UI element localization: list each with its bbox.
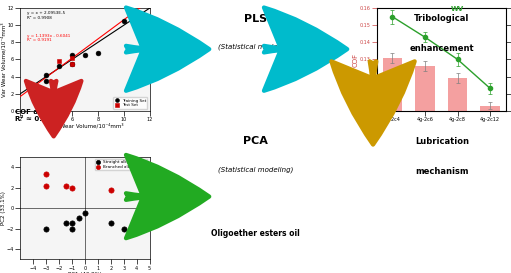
Straight alkyl chain	[68, 221, 76, 226]
Training Set	[42, 73, 51, 77]
Training Set	[120, 19, 128, 23]
Branched alkyl chain	[61, 183, 69, 188]
Straight alkyl chain	[81, 211, 89, 215]
Branched alkyl chain	[107, 188, 115, 192]
Straight alkyl chain	[75, 216, 83, 221]
Text: enhancement: enhancement	[410, 44, 474, 53]
Branched alkyl chain	[68, 185, 76, 190]
Straight alkyl chain	[61, 221, 69, 226]
Training Set	[132, 13, 141, 17]
Branched alkyl chain	[42, 172, 51, 176]
X-axis label: PC1 (43.2%): PC1 (43.2%)	[68, 272, 102, 273]
Text: Lubrication: Lubrication	[415, 136, 469, 146]
Y-axis label: PC2 (33.1%): PC2 (33.1%)	[1, 191, 6, 225]
Branched alkyl chain	[42, 183, 51, 188]
Bar	[415, 66, 435, 273]
Text: Oligoether esters oil: Oligoether esters oil	[211, 229, 300, 238]
Test Set	[55, 59, 63, 63]
Text: Tribological: Tribological	[414, 14, 470, 23]
Text: (Statistical modeling): (Statistical modeling)	[218, 44, 293, 50]
Straight alkyl chain	[120, 226, 128, 231]
Straight alkyl chain	[42, 226, 51, 231]
Training Set	[55, 64, 63, 69]
Training Set	[68, 61, 76, 66]
Y-axis label: Var Wear Volume/10⁻⁴mm³: Var Wear Volume/10⁻⁴mm³	[1, 22, 7, 97]
Text: (Statistical modeling): (Statistical modeling)	[218, 167, 293, 173]
Bar	[448, 78, 468, 273]
Test Set	[68, 61, 76, 66]
Text: y = x + 2.0953E-5
R² = 0.9908: y = x + 2.0953E-5 R² = 0.9908	[27, 11, 65, 20]
Text: y = 1.1393x - 0.6041
R² = 0.9191: y = 1.1393x - 0.6041 R² = 0.9191	[27, 34, 70, 42]
Test Set	[42, 90, 51, 94]
Training Set	[42, 79, 51, 83]
Bar	[383, 58, 402, 273]
Legend: Straight alkyl chain, Branched alkyl chain: Straight alkyl chain, Branched alkyl cha…	[95, 159, 148, 170]
Legend: Training Set, Test Set: Training Set, Test Set	[113, 97, 148, 109]
Text: PLS: PLS	[244, 14, 267, 24]
Text: mechanism: mechanism	[415, 167, 469, 176]
Straight alkyl chain	[107, 221, 115, 226]
Y-axis label: COF: COF	[352, 52, 358, 67]
Bar	[480, 106, 500, 273]
Text: WV: WV	[451, 6, 464, 12]
Training Set	[68, 53, 76, 57]
X-axis label: Pred Wear Volume/10⁻⁴mm³: Pred Wear Volume/10⁻⁴mm³	[46, 123, 124, 129]
Training Set	[94, 51, 102, 55]
Text: PCA: PCA	[243, 136, 268, 147]
Straight alkyl chain	[68, 226, 76, 231]
Text: COF and WV
R² ≈ 0.9: COF and WV R² ≈ 0.9	[15, 109, 64, 122]
Test Set	[68, 55, 76, 60]
Training Set	[81, 53, 89, 57]
